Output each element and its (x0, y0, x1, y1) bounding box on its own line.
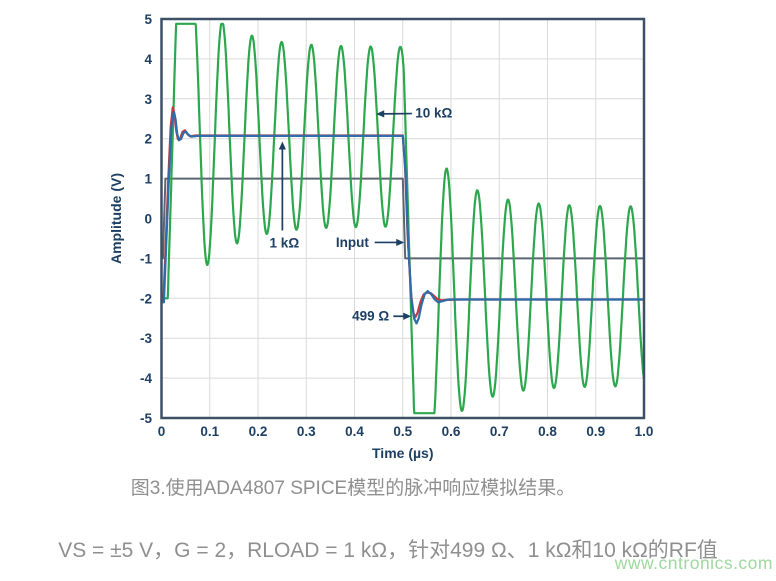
x-tick-label: 0.9 (586, 424, 605, 439)
figure-subtext: VS = ±5 V，G = 2，RLOAD = 1 kΩ，针对499 Ω、1 k… (58, 539, 718, 562)
x-tick-labels: 0 0.1 0.2 0.3 0.4 0.5 0.6 0.7 0.8 0.9 1.0 (158, 424, 654, 439)
annotation-10-kω: 10 kΩ (415, 106, 452, 121)
y-tick-label: 3 (144, 92, 152, 107)
x-tick-label: 0.1 (200, 424, 219, 439)
plot-border (160, 17, 646, 420)
x-tick-label: 0.2 (249, 424, 268, 439)
y-tick-label: 4 (144, 52, 152, 67)
y-tick-label: 2 (144, 132, 152, 147)
x-tick-label: 0.5 (393, 424, 412, 439)
y-tick-label: -5 (140, 411, 152, 426)
y-tick-label: 5 (144, 12, 152, 27)
y-tick-label: -3 (140, 331, 152, 346)
annotation-input-arrowhead (396, 238, 405, 247)
x-tick-label: 0.4 (345, 424, 364, 439)
y-tick-label: -1 (140, 251, 152, 266)
x-tick-label: 0.3 (297, 424, 316, 439)
y-tick-label: -2 (140, 291, 152, 306)
y-axis-title: Amplitude (V) (108, 173, 124, 264)
annotation-input: Input (336, 235, 369, 250)
figure-caption: 图3.使用ADA4807 SPICE模型的脉冲响应模拟结果。 (130, 478, 576, 499)
x-tick-label: 0.8 (538, 424, 557, 439)
site-watermark: www.cntronics.com (614, 553, 773, 573)
y-tick-label: 1 (144, 172, 152, 187)
annotation-499-ω: 499 Ω (352, 308, 389, 323)
annotation-1-kω: 1 kΩ (270, 236, 300, 251)
annotation-10-kω-arrowhead (376, 110, 385, 118)
annotation-1-kω-arrowhead (278, 141, 286, 150)
y-tick-labels: 5 4 3 2 1 0 -1 -2 -3 -4 -5 (140, 12, 153, 426)
x-tick-label: 1.0 (635, 424, 654, 439)
pulse-response-chart: 0 0.1 0.2 0.3 0.4 0.5 0.6 0.7 0.8 0.9 1.0 5 4 3 2 1 0 -1 -… (108, 12, 654, 461)
x-axis-title: Time (µs) (372, 445, 434, 461)
trace-10-kω (160, 22, 645, 415)
x-tick-label: 0.6 (442, 424, 461, 439)
trace-499-ω (160, 110, 645, 325)
x-tick-label: 0 (158, 424, 166, 439)
annotation-499-ω-arrowhead (403, 312, 412, 320)
x-tick-label: 0.7 (490, 424, 509, 439)
y-tick-label: 0 (144, 212, 152, 227)
y-tick-label: -4 (140, 371, 152, 386)
